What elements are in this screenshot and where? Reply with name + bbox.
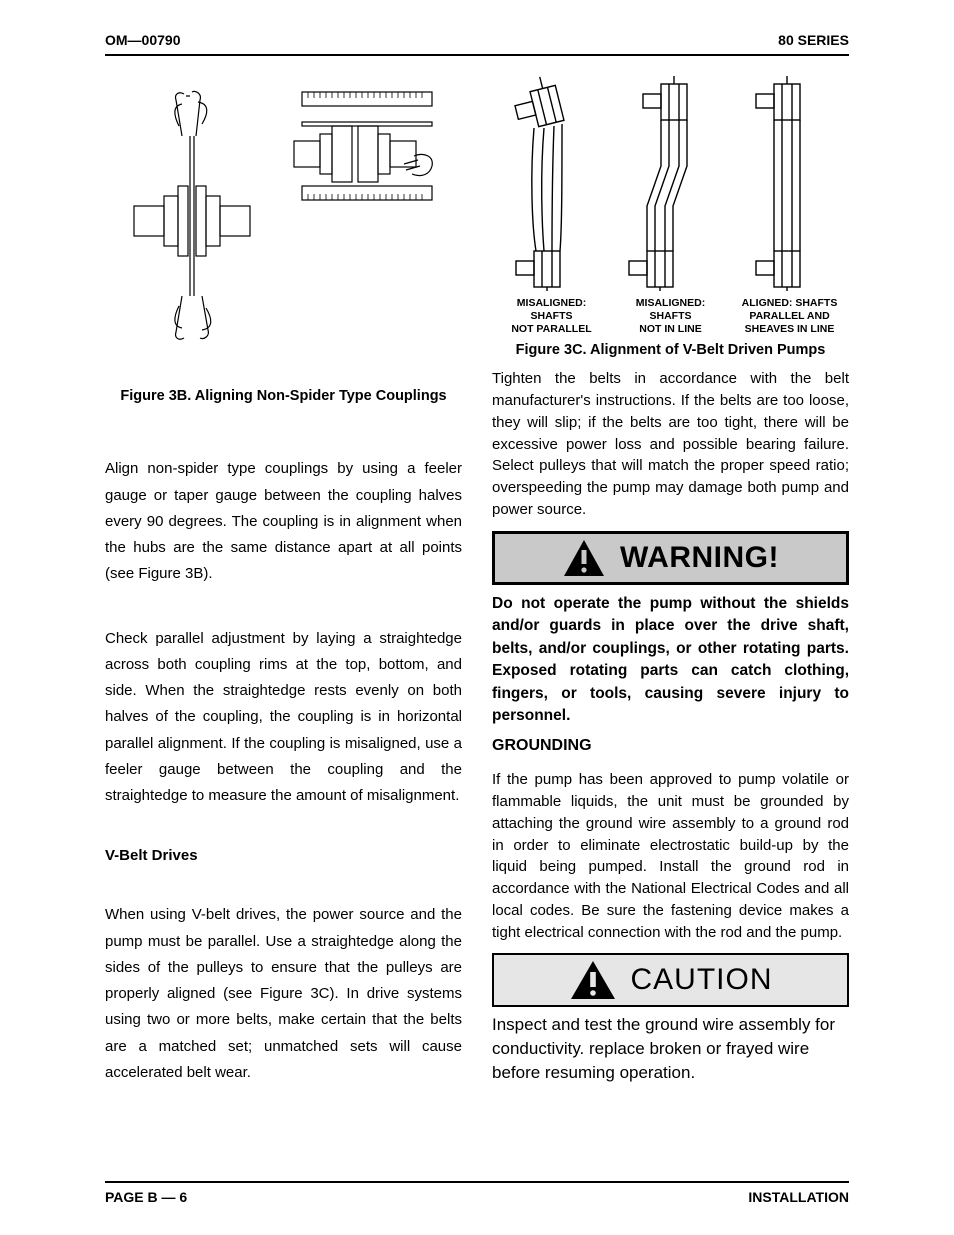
caution-title: CAUTION <box>631 963 773 997</box>
footer-right: INSTALLATION <box>748 1189 849 1205</box>
vbelt-diag-3: ALIGNED: SHAFTS PARALLEL AND SHEAVES IN … <box>730 76 849 336</box>
page: OM—00790 80 SERIES <box>0 0 954 1235</box>
vbelt-heading: V-Belt Drives <box>105 847 462 864</box>
page-footer: PAGE B — 6 INSTALLATION <box>105 1181 849 1205</box>
vbelt-label-3: ALIGNED: SHAFTS PARALLEL AND SHEAVES IN … <box>730 297 849 336</box>
vbelt-diag-2: MISALIGNED: SHAFTS NOT IN LINE <box>611 76 730 336</box>
warning-title: WARNING! <box>620 541 779 575</box>
left-p3: When using V-belt drives, the power sour… <box>105 902 462 1086</box>
header-left: OM—00790 <box>105 32 180 48</box>
fig3b-right-illustration <box>284 86 444 236</box>
caution-triangle-icon <box>569 959 617 1001</box>
content-columns: Figure 3B. Aligning Non-Spider Type Coup… <box>105 76 849 1086</box>
page-header: OM—00790 80 SERIES <box>105 32 849 56</box>
fig3b-caption: Figure 3B. Aligning Non-Spider Type Coup… <box>105 386 462 406</box>
left-p2: Check parallel adjustment by laying a st… <box>105 626 462 810</box>
caution-header: CAUTION <box>494 955 847 1005</box>
grounding-heading: GROUNDING <box>492 737 849 755</box>
figure-3c: MISALIGNED: SHAFTS NOT PARALLEL <box>492 76 849 336</box>
right-p2: If the pump has been approved to pump vo… <box>492 769 849 943</box>
left-column: Figure 3B. Aligning Non-Spider Type Coup… <box>105 76 462 1086</box>
vbelt-label-1: MISALIGNED: SHAFTS NOT PARALLEL <box>492 297 611 336</box>
vbelt-diag-1: MISALIGNED: SHAFTS NOT PARALLEL <box>492 76 611 336</box>
fig3c-caption: Figure 3C. Alignment of V-Belt Driven Pu… <box>492 342 849 358</box>
header-right: 80 SERIES <box>778 32 849 48</box>
figure-3b <box>105 86 462 346</box>
left-p1: Align non-spider type couplings by using… <box>105 456 462 587</box>
right-p1: Tighten the belts in accordance with the… <box>492 368 849 520</box>
caution-box: CAUTION <box>492 953 849 1007</box>
warning-triangle-icon <box>562 538 606 578</box>
warning-body: Do not operate the pump without the shie… <box>492 593 849 728</box>
fig3b-left-illustration <box>124 86 264 346</box>
warning-header: WARNING! <box>495 534 846 582</box>
caution-body: Inspect and test the ground wire assembl… <box>492 1013 849 1084</box>
footer-left: PAGE B — 6 <box>105 1189 187 1205</box>
vbelt-label-2: MISALIGNED: SHAFTS NOT IN LINE <box>611 297 730 336</box>
warning-box: WARNING! <box>492 531 849 585</box>
right-column: MISALIGNED: SHAFTS NOT PARALLEL <box>492 76 849 1086</box>
